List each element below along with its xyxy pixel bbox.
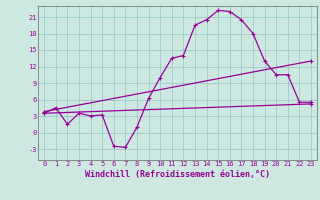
X-axis label: Windchill (Refroidissement éolien,°C): Windchill (Refroidissement éolien,°C) xyxy=(85,170,270,179)
